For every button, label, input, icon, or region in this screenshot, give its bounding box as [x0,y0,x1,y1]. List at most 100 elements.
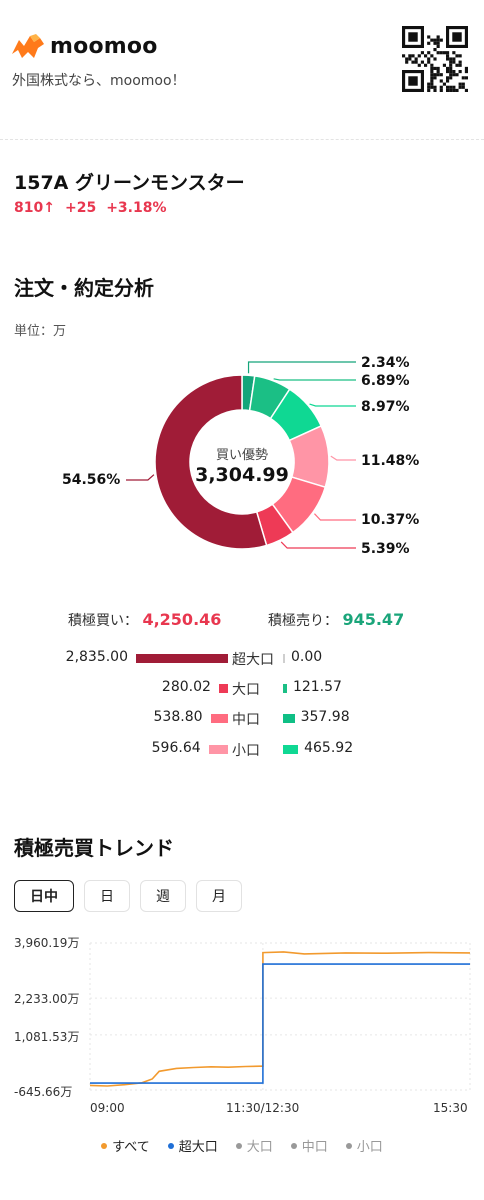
qr-module [439,51,443,55]
pct-label-buy-large: 5.39% [361,541,410,557]
aggressive-buy-label: 積極買い： [68,613,138,629]
series-line-super-large [90,963,470,1084]
qr-module [458,85,462,89]
tab-intraday[interactable]: 日中 [14,880,74,912]
legend-label: すべて [112,1140,150,1155]
breakdown-buy-value: 280.02 [161,679,211,695]
legend-item-medium[interactable]: 中口 [290,1136,328,1155]
qr-module [446,51,450,55]
qr-module [455,54,459,58]
stock-price-row: 810↑ +25 +3.18% [14,200,167,216]
qr-module [417,54,421,58]
qr-module [449,85,453,89]
qr-module [402,54,406,58]
qr-module [424,54,428,58]
breakdown-sell-bar [283,714,295,723]
legend-dot [101,1142,108,1149]
qr-module [427,60,431,64]
qr-module [461,76,465,80]
qr-module [442,63,446,67]
qr-module [452,88,456,92]
qr-module [442,82,446,86]
qr-finder [408,32,418,42]
tab-week[interactable]: 週 [140,880,186,912]
qr-module [433,73,437,77]
qr-module [449,76,453,80]
donut-leader-buy-large [280,541,356,549]
qr-module [436,44,440,48]
breakdown-sell-value: 357.98 [300,709,350,725]
aggressive-sell-label: 積極売り： [268,613,338,629]
tab-month[interactable]: 月 [196,880,242,912]
qr-module [458,82,462,86]
donut-leader-buy-super [126,474,155,481]
qr-module [446,88,450,92]
qr-module [439,85,443,89]
breakdown-buy-bar [210,714,228,723]
qr-module [455,63,459,67]
x-tick-label: 11:30/12:30 [226,1101,300,1115]
legend-dot [290,1142,297,1149]
legend-dot [167,1142,174,1149]
legend-dot [345,1142,352,1149]
qr-module [424,63,428,67]
legend-item-all[interactable]: すべて [101,1136,150,1155]
pct-label-buy-medium: 10.37% [361,512,420,528]
qr-module [449,63,453,67]
qr-module [464,88,468,92]
qr-module [436,51,440,55]
breakdown-sell-bar [283,684,287,693]
qr-finder [452,32,462,42]
qr-module [411,54,415,58]
pct-label-buy-small: 11.48% [361,453,420,469]
qr-module [455,88,459,92]
tab-day[interactable]: 日 [84,880,130,912]
qr-module [414,57,418,61]
breakdown-buy-bar [136,654,228,663]
qr-module [446,76,450,80]
breakdown-sell-bar [283,654,285,663]
order-analysis-title: 注文・約定分析 [14,276,154,300]
qr-module [464,66,468,70]
promo-header: moomoo 外国株式なら、moomoo！ [0,0,484,140]
breakdown-sell-value: 0.00 [291,649,323,665]
y-tick-label: 1,081.53万 [14,1030,80,1044]
qr-module [452,57,456,61]
qr-module [433,57,437,61]
qr-module [436,66,440,70]
pct-label-buy-super: 54.56% [62,472,121,488]
bull-logo-icon [12,34,44,58]
qr-module [420,51,424,55]
donut-leader-sell-large [273,378,356,381]
qr-module [446,54,450,58]
qr-module [436,35,440,39]
breakdown-label: 小口 [232,743,260,759]
qr-module [452,85,456,89]
qr-code-icon [402,26,468,92]
qr-module [439,73,443,77]
legend-item-large[interactable]: 大口 [235,1136,273,1155]
breakdown-label: 中口 [232,712,260,728]
qr-module [436,41,440,45]
legend-label: 超大口 [178,1140,218,1155]
breakdown-buy-bar [218,684,228,693]
qr-module [427,51,431,55]
legend-item-small[interactable]: 小口 [345,1136,383,1155]
aggressive-buy-value: 4,250.46 [142,610,222,629]
qr-module [449,60,453,64]
donut-leader-buy-medium [314,513,356,521]
qr-finder [408,76,418,86]
moomoo-logo[interactable]: moomoo [10,30,158,62]
qr-module [430,82,434,86]
donut-slice-buy-super [154,374,268,550]
legend-label: 大口 [246,1140,273,1155]
donut-center-label: 買い優勢 [215,448,268,463]
qr-module [433,66,437,70]
qr-module [449,70,453,74]
qr-module [411,60,415,64]
legend-item-super[interactable]: 超大口 [167,1136,218,1155]
qr-module [405,60,409,64]
qr-module [458,60,462,64]
donut-leader-sell-medium [309,403,356,407]
qr-module [449,88,453,92]
